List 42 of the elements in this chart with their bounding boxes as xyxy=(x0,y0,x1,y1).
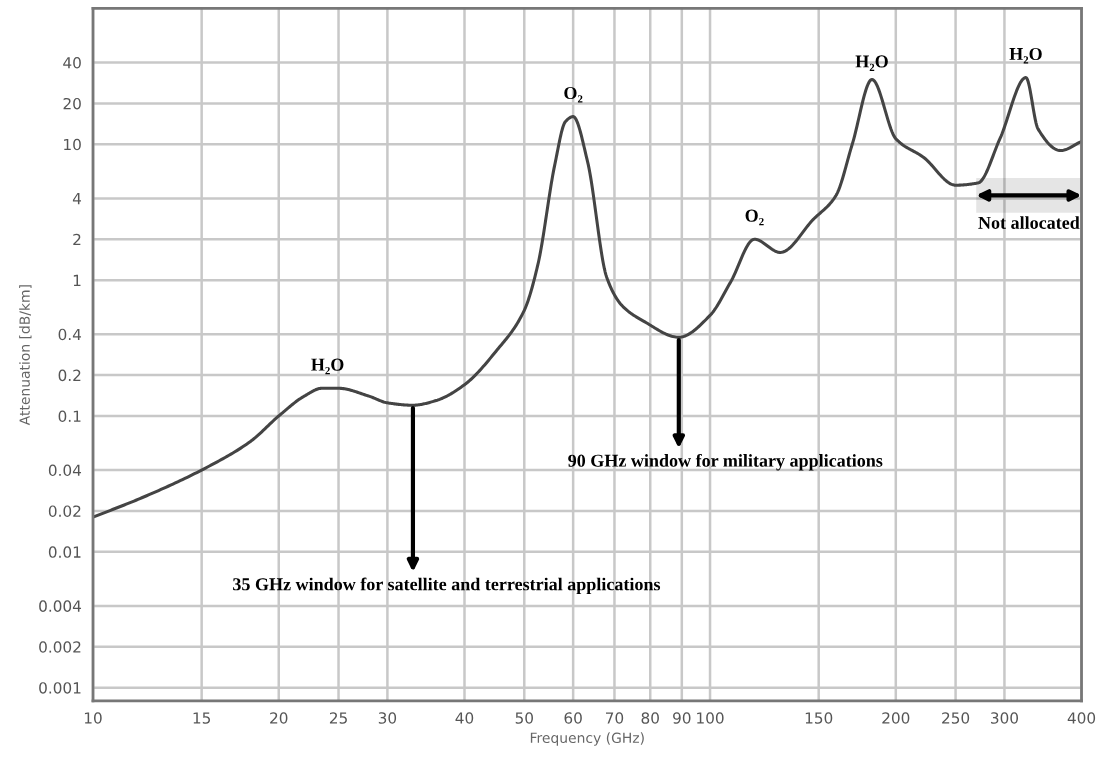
x-tick-label: 10 xyxy=(84,712,102,724)
x-tick-label: 30 xyxy=(378,712,397,724)
x-tick-label: 100 xyxy=(697,712,724,724)
y-tick-label: 0.2 xyxy=(58,369,81,382)
x-tick-label: 60 xyxy=(564,712,582,724)
y-tick-label: 0.1 xyxy=(58,410,81,423)
y-tick-label: 0.001 xyxy=(39,682,81,694)
y-tick-label: 0.01 xyxy=(48,546,81,558)
annotation: 90 GHz window for military applications xyxy=(568,453,883,471)
x-tick-label: 50 xyxy=(515,712,533,724)
annotation: O₂ xyxy=(745,209,764,226)
y-tick-label: 0.04 xyxy=(48,464,82,477)
y-tick-label: 1 xyxy=(73,274,81,286)
x-tick-label: 80 xyxy=(641,712,659,724)
y-tick-label: 10 xyxy=(64,138,81,151)
x-tick-label: 250 xyxy=(942,712,970,724)
x-tick-label: 20 xyxy=(270,712,288,724)
y-tick-label: 0.002 xyxy=(39,641,81,653)
x-axis-title: Frequency (GHz) xyxy=(530,732,644,746)
y-tick-label: 20 xyxy=(63,97,81,110)
y-tick-label: 0.4 xyxy=(58,328,82,341)
annotation: H₂O xyxy=(1009,47,1042,64)
x-tick-label: 25 xyxy=(329,712,347,724)
annotation: H₂O xyxy=(311,358,344,375)
y-tick-label: 0.004 xyxy=(39,600,82,612)
band-label: Not allocated xyxy=(978,216,1080,229)
x-tick-label: 40 xyxy=(455,712,474,724)
y-tick-label: 2 xyxy=(73,233,81,246)
y-tick-label: 40 xyxy=(63,57,81,69)
y-tick-label: 4 xyxy=(72,193,82,205)
annotation: H₂O xyxy=(855,55,888,71)
x-tick-label: 300 xyxy=(991,712,1019,724)
y-axis-title: Attenuation [dB/km] xyxy=(19,285,32,426)
x-tick-label: 15 xyxy=(193,712,211,724)
x-tick-label: 70 xyxy=(605,712,624,724)
y-tick-label: 0.02 xyxy=(48,505,81,517)
annotation: 35 GHz window for satellite and terrestrial applications xyxy=(233,577,661,595)
x-tick-label: 200 xyxy=(882,712,910,724)
x-tick-label: 400 xyxy=(1067,712,1096,724)
x-tick-label: 90 xyxy=(673,712,691,724)
annotation: O₂ xyxy=(564,86,583,103)
x-tick-label: 150 xyxy=(805,712,833,724)
